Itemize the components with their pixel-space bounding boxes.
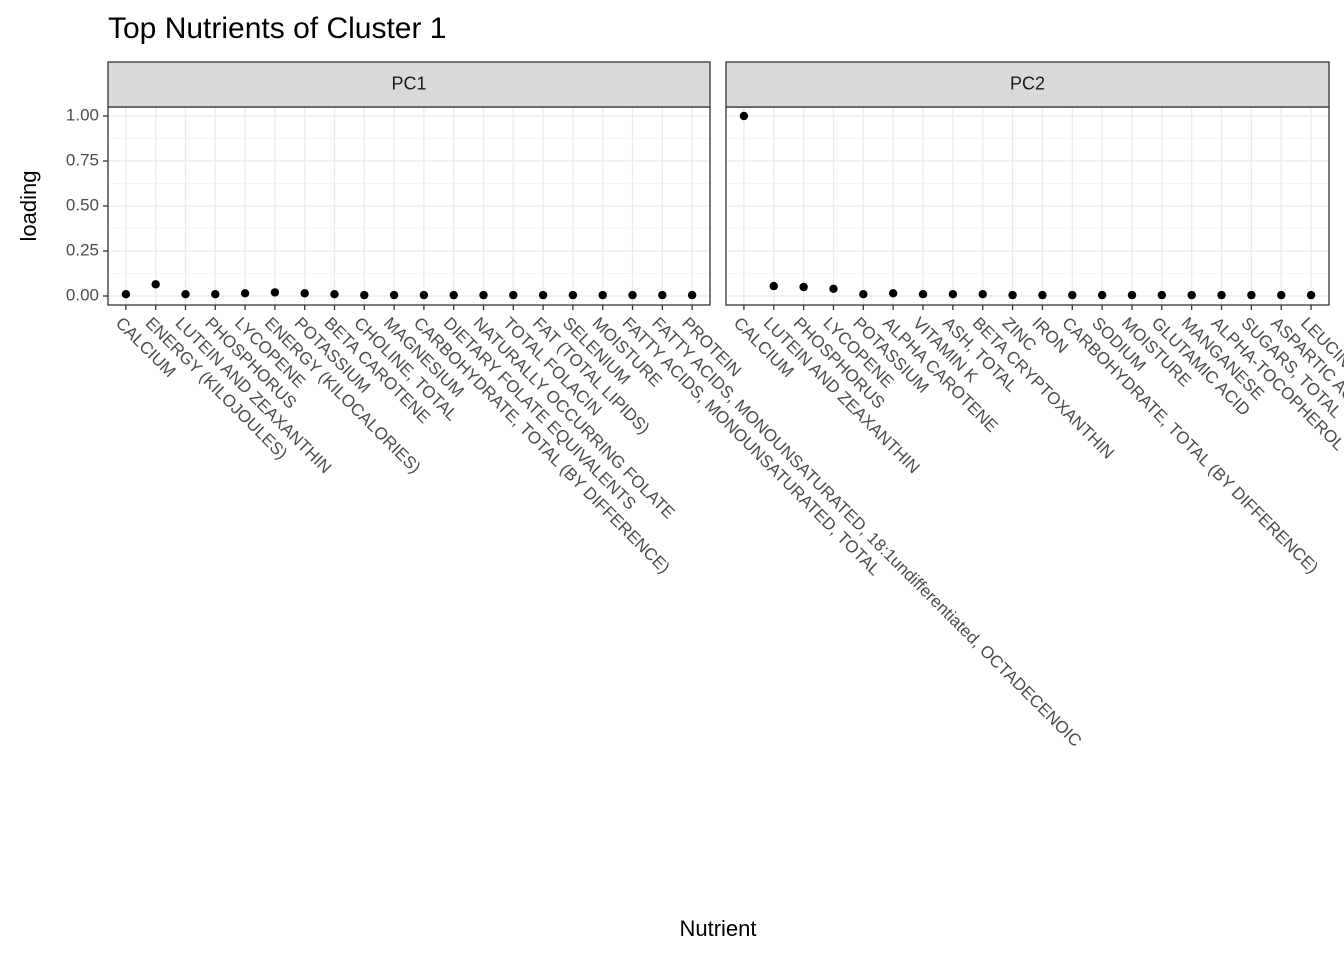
y-axis-label: loading (16, 171, 41, 242)
y-tick-label: 0.50 (66, 195, 99, 214)
y-tick-label: 0.75 (66, 150, 99, 169)
point (799, 282, 808, 292)
point (1068, 290, 1077, 300)
strip-label: PC1 (391, 73, 426, 93)
point (1127, 290, 1137, 300)
point (538, 290, 548, 300)
point (769, 281, 778, 291)
point (151, 280, 160, 289)
strip (107, 61, 711, 108)
point (360, 290, 369, 300)
point (859, 290, 868, 299)
strip-label: PC2 (1010, 73, 1045, 93)
point (687, 290, 697, 300)
point (300, 289, 309, 298)
point (978, 290, 987, 299)
point (1038, 290, 1047, 300)
point (240, 289, 250, 298)
point (829, 284, 838, 293)
point (918, 290, 928, 299)
point (389, 290, 399, 300)
y-tick-label: 1.00 (66, 105, 99, 124)
y-tick-label: 0.25 (66, 240, 99, 259)
point (509, 290, 518, 300)
point (270, 288, 280, 297)
point (1217, 290, 1226, 300)
point (598, 290, 607, 300)
point (211, 290, 220, 299)
point (739, 111, 749, 121)
point (1306, 290, 1316, 300)
point (1187, 290, 1196, 300)
point (1157, 290, 1167, 300)
point (568, 290, 578, 300)
point (1247, 290, 1256, 300)
point (1008, 290, 1017, 300)
point (121, 290, 131, 299)
point (479, 290, 488, 300)
point (449, 290, 458, 300)
x-tick-label: FATTY ACIDS, MONOUNSATURATED, TOTAL (619, 314, 885, 580)
point (1097, 290, 1107, 300)
strip (725, 61, 1330, 108)
point (658, 290, 667, 300)
point (419, 290, 429, 300)
point (628, 290, 637, 300)
point (948, 290, 958, 299)
y-tick-label: 0.00 (66, 285, 99, 304)
chart-title: Top Nutrients of Cluster 1 (108, 12, 446, 45)
point (1277, 290, 1286, 300)
x-axis-label: Nutrient (679, 916, 756, 941)
point (181, 290, 190, 299)
point (888, 289, 898, 298)
point (330, 290, 339, 299)
